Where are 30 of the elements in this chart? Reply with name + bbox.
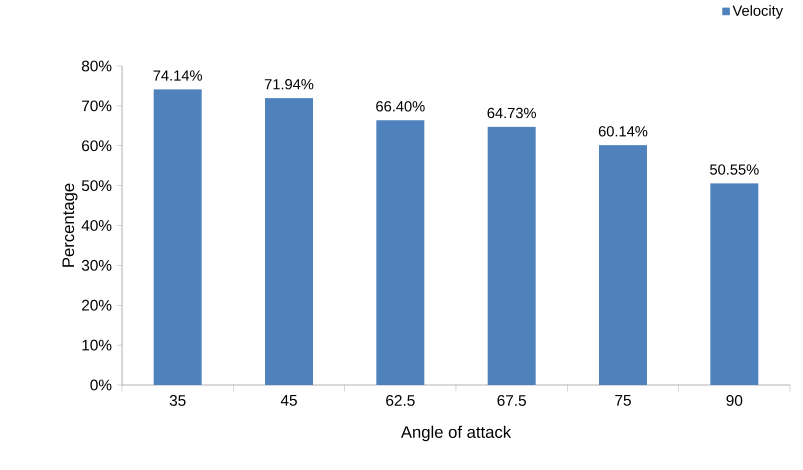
- y-axis-title: Percentage: [62, 184, 78, 267]
- y-tick-label: 30%: [82, 260, 112, 271]
- data-label: 64.73%: [488, 108, 536, 118]
- bar: [710, 183, 758, 385]
- bar: [154, 89, 202, 385]
- data-label: 71.94%: [264, 79, 314, 90]
- data-label: 50.55%: [710, 164, 759, 175]
- bar: [488, 126, 536, 385]
- y-tick-label: 60%: [82, 140, 112, 152]
- bar: [376, 120, 424, 385]
- y-tick-label: 20%: [82, 300, 112, 311]
- legend-label: Velocity: [732, 5, 784, 19]
- x-axis-title: Angle of attack: [400, 426, 512, 442]
- y-tick-label: 10%: [82, 340, 112, 351]
- x-tick-label: 62.5: [386, 395, 415, 406]
- data-label: 74.14%: [154, 70, 202, 81]
- x-tick-label: 67.5: [498, 395, 526, 406]
- x-tick-label: 75: [615, 395, 631, 406]
- x-tick-label: 35: [170, 395, 186, 406]
- y-tick-label: 50%: [82, 180, 112, 192]
- y-tick-label: 80%: [82, 60, 112, 72]
- bar: [265, 98, 314, 385]
- data-label: 60.14%: [598, 126, 648, 136]
- y-tick-label: 0%: [90, 380, 112, 390]
- x-tick-label: 90: [726, 395, 742, 406]
- bar: [598, 145, 647, 385]
- x-tick-label: 45: [280, 395, 297, 406]
- y-tick-label: 70%: [82, 100, 112, 112]
- data-label: 66.40%: [376, 101, 425, 112]
- y-tick-label: 40%: [82, 220, 112, 231]
